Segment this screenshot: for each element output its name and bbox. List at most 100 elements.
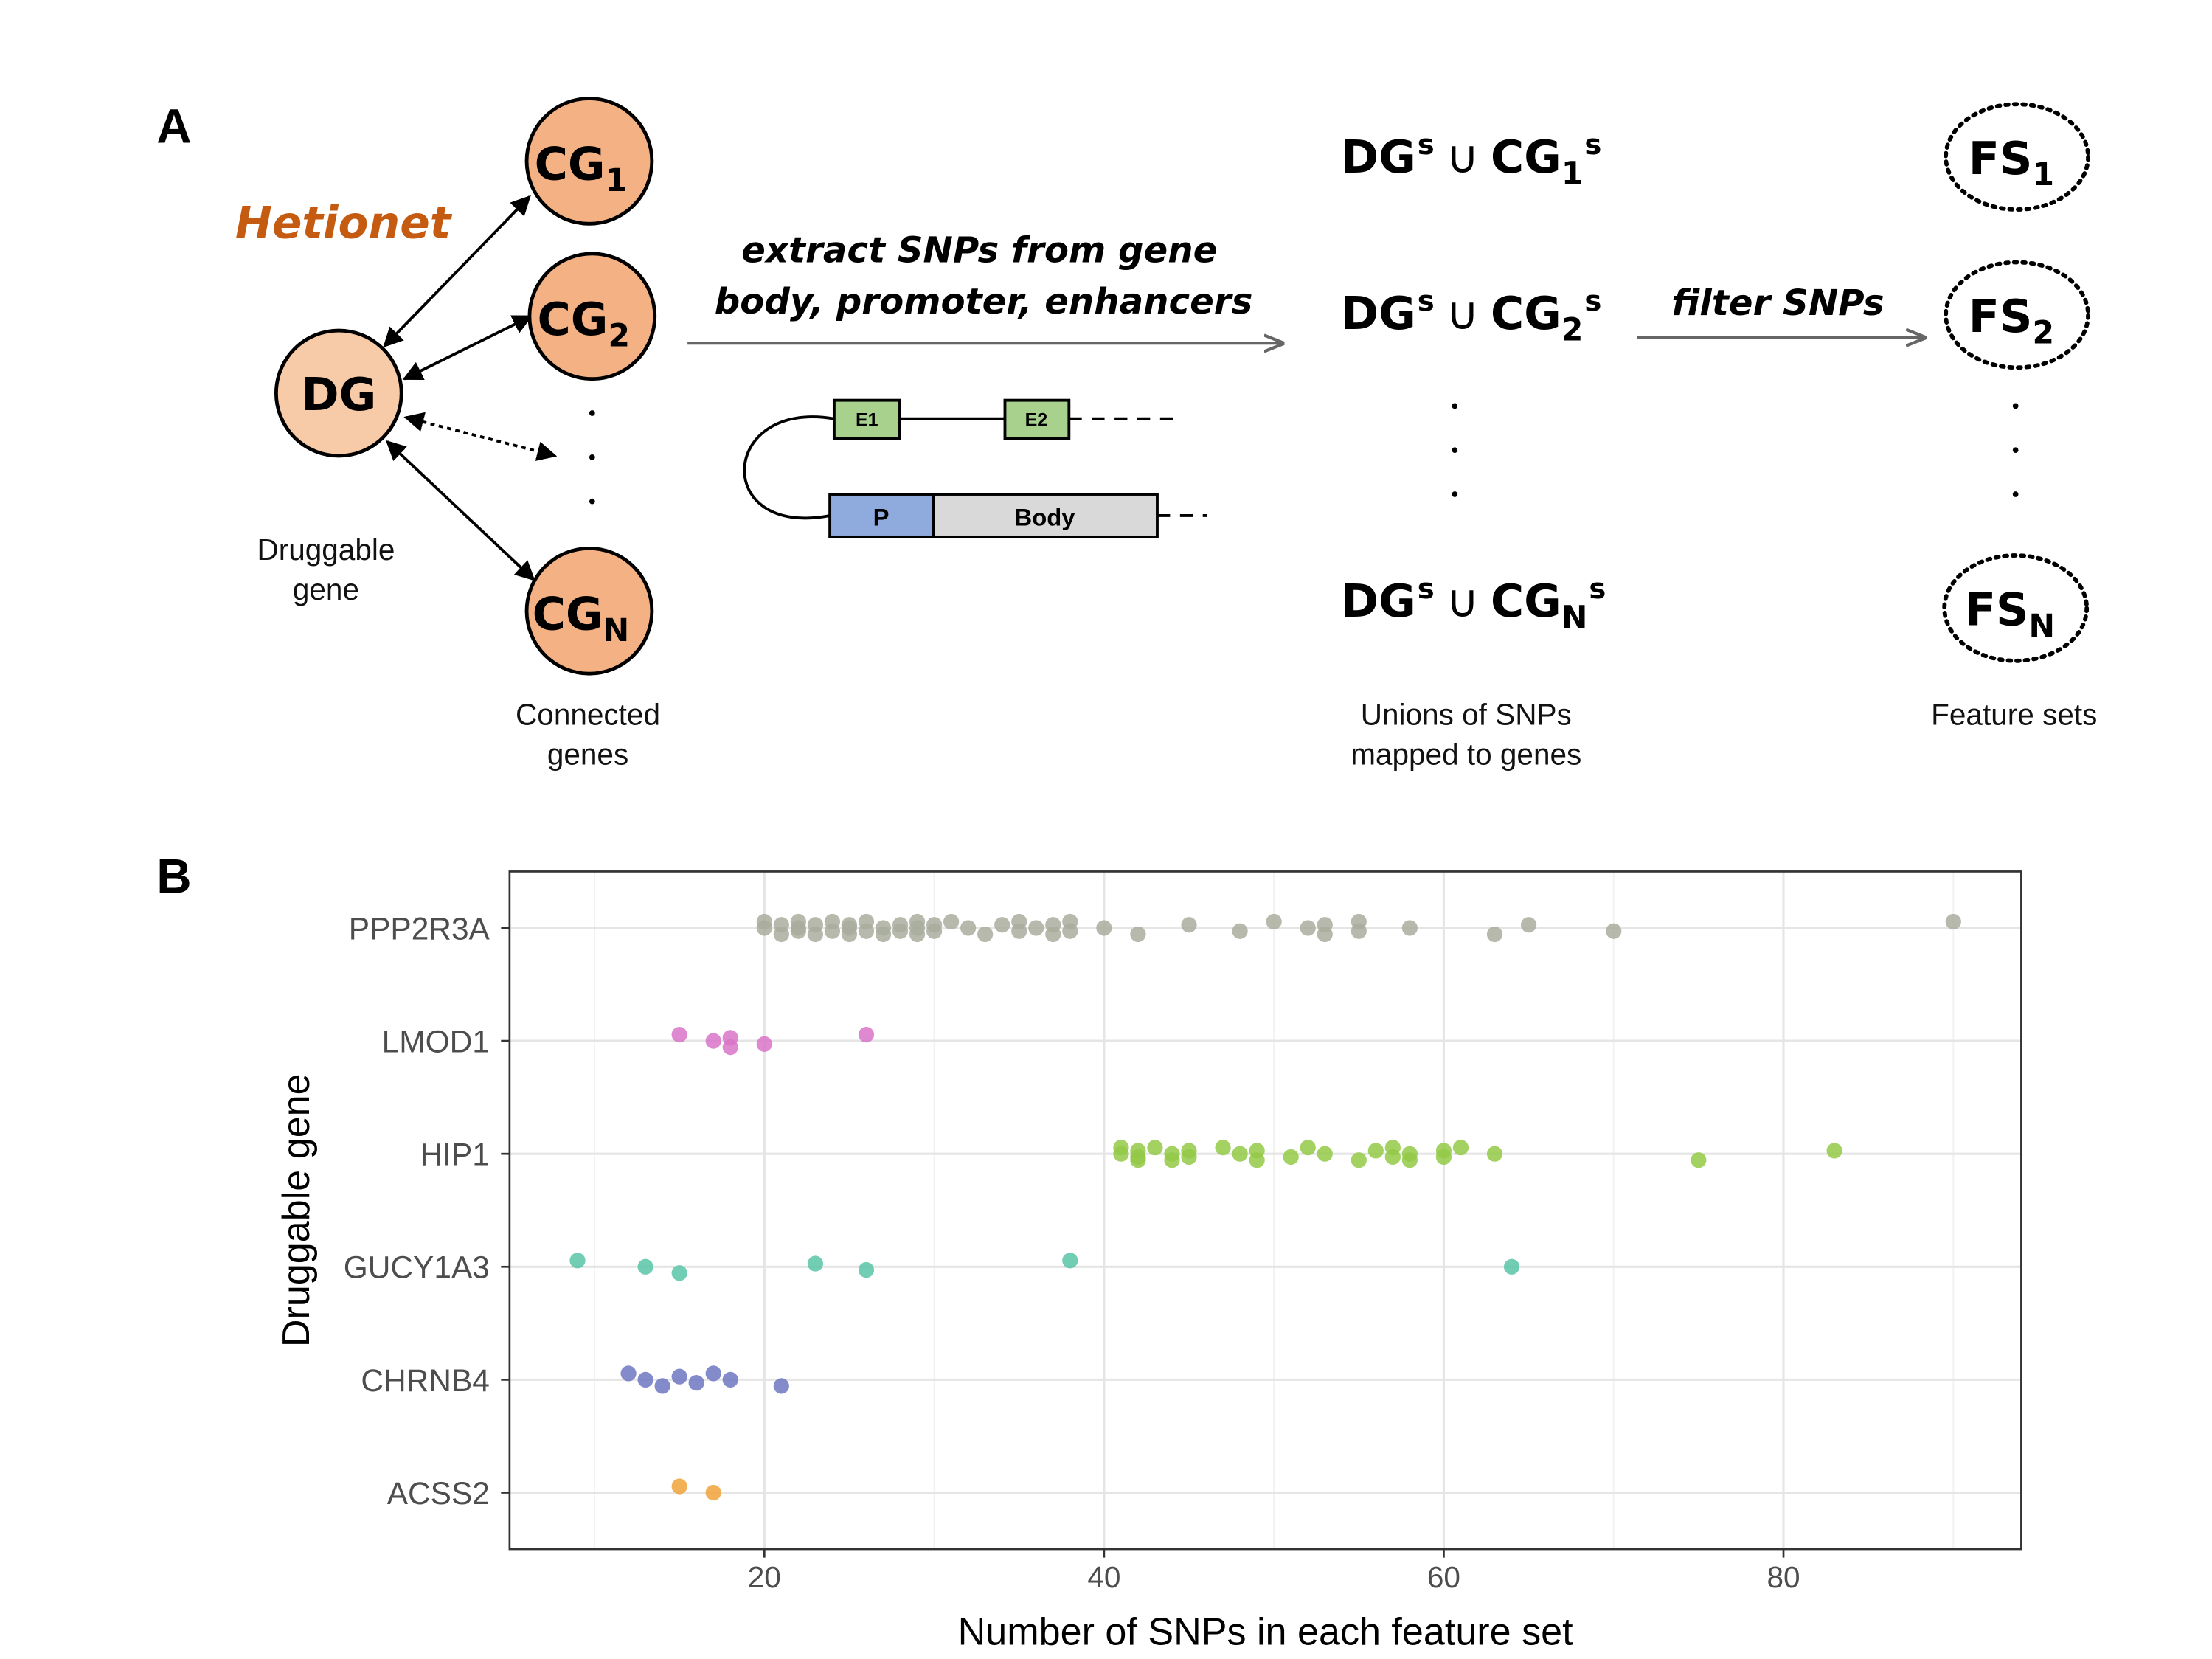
ellipsis	[1452, 403, 1458, 497]
x-tick-label: 40	[1087, 1560, 1120, 1594]
union-sup: s	[1584, 285, 1601, 318]
cg-main: CG	[533, 587, 603, 640]
x-axis-label: Number of SNPs in each feature set	[958, 1610, 1573, 1653]
enhancer	[832, 398, 901, 440]
point	[569, 1253, 586, 1269]
feature-set-label: FSN	[1965, 583, 2055, 645]
point	[807, 917, 824, 933]
cg-sub: 2	[608, 318, 630, 354]
panel-b: 20 40 60 80 PPP2R3A LMOD1 HIP1 GUCY1A3 CHRNB4 ACS…	[275, 870, 2022, 1653]
union-sup: s	[1589, 572, 1606, 606]
cg-sub: N	[603, 613, 630, 649]
union-sup: s	[1418, 128, 1435, 162]
network-name: Hetionet	[235, 198, 453, 249]
union-sub: 2	[1561, 313, 1584, 349]
point	[1215, 1140, 1231, 1156]
caption: gene	[293, 572, 359, 606]
point	[909, 926, 926, 943]
cg-node	[524, 546, 654, 676]
point	[858, 1261, 875, 1278]
cg-sub: 1	[606, 163, 628, 199]
point	[1113, 1146, 1129, 1162]
caption: Feature sets	[1931, 698, 2097, 732]
point	[1401, 920, 1418, 936]
cg-main: CG	[535, 138, 606, 191]
point	[1028, 920, 1044, 936]
x-tick-label: 60	[1427, 1560, 1460, 1594]
point	[1503, 1258, 1520, 1275]
step-label: filter SNPs	[1671, 283, 1884, 324]
point	[807, 1255, 824, 1272]
promoter	[828, 493, 935, 538]
union-sup: s	[1418, 572, 1435, 606]
point	[722, 1371, 738, 1388]
step-label: extract SNPs from gene	[741, 229, 1217, 271]
union-op: ∪	[1446, 575, 1479, 628]
point	[756, 1036, 772, 1052]
point	[722, 1030, 738, 1046]
cg-main: CG	[537, 293, 608, 346]
plot-border	[508, 870, 2022, 1551]
point	[790, 920, 806, 936]
point	[1317, 917, 1333, 933]
point	[1826, 1143, 1842, 1159]
y-tick-label: HIP1	[420, 1137, 490, 1172]
edge	[402, 315, 533, 381]
x-tick-label: 80	[1767, 1560, 1800, 1594]
union-sup: s	[1584, 128, 1601, 162]
fs-sub: N	[2029, 609, 2056, 645]
union-dg: DG	[1341, 131, 1416, 184]
point	[1606, 923, 1622, 939]
enhancer	[1003, 398, 1071, 440]
point	[773, 917, 789, 933]
caption: Druggable	[257, 533, 395, 567]
edge	[385, 440, 535, 581]
point	[1062, 1253, 1078, 1269]
point	[1300, 1140, 1316, 1156]
point	[1691, 1152, 1707, 1168]
panel-label: B	[156, 849, 191, 903]
caption: genes	[547, 738, 628, 772]
enhancer-label: E2	[1025, 409, 1048, 430]
ellipsis	[2012, 403, 2019, 497]
plot-background	[509, 871, 2022, 1550]
caption: Connected	[516, 698, 660, 732]
fs-sub: 2	[2032, 315, 2054, 351]
loop	[743, 415, 835, 520]
point	[705, 1365, 721, 1382]
feature-set	[1944, 260, 2090, 370]
cg-node	[527, 252, 657, 381]
point	[858, 1026, 875, 1043]
point	[1486, 926, 1503, 943]
point	[1300, 920, 1316, 936]
body-label: Body	[1015, 503, 1076, 530]
y-tick-label: LMOD1	[382, 1025, 490, 1059]
point	[892, 923, 909, 939]
cg-label: CG2	[537, 293, 630, 354]
y-axis-label: Druggable gene	[275, 1073, 318, 1347]
fs-main: FS	[1969, 132, 2033, 185]
dg-node	[274, 328, 403, 458]
point	[1164, 1152, 1180, 1168]
cg-label: CGN	[533, 587, 630, 648]
point	[1486, 1146, 1503, 1162]
point	[1452, 1140, 1469, 1156]
point	[671, 1368, 687, 1385]
point	[943, 913, 960, 930]
point	[1130, 926, 1146, 943]
union-cg: CG	[1491, 131, 1561, 184]
point	[773, 1378, 789, 1394]
dg-label: DG	[301, 368, 376, 421]
step-label: body, promoter, enhancers	[715, 281, 1253, 322]
union-label: DGs ∪ CG2s	[1341, 285, 1601, 349]
union-sub: 1	[1561, 156, 1584, 192]
y-tick-label: ACSS2	[387, 1476, 490, 1511]
fs-sub: 1	[2032, 157, 2054, 193]
point	[858, 913, 875, 930]
point	[1181, 1149, 1197, 1166]
y-tick-label: CHRNB4	[361, 1363, 489, 1398]
point	[994, 917, 1010, 933]
point	[1096, 920, 1112, 936]
point	[1351, 1152, 1367, 1168]
y-tick-label: GUCY1A3	[344, 1250, 490, 1285]
